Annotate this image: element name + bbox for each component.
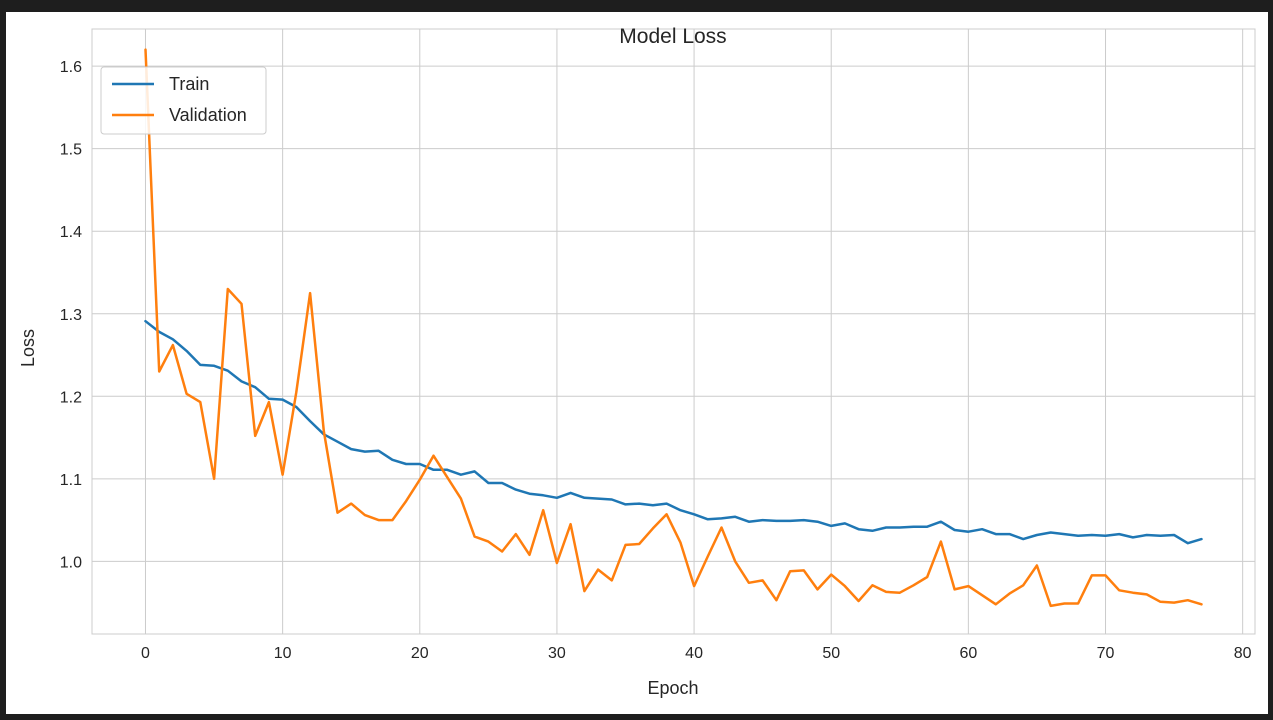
x-tick-label: 50 [822, 645, 840, 662]
legend: Train Validation [100, 66, 267, 135]
loss-chart: 0 10 20 30 40 50 60 70 80 1.0 1.1 1.2 1.3 1.4 1.5 1.6 M… [18, 25, 1256, 698]
plot-frame [91, 28, 1256, 635]
x-tick-label: 30 [548, 645, 566, 662]
y-tick-label: 1.1 [60, 472, 82, 489]
y-tick-label: 1.3 [60, 307, 82, 324]
x-tick-label: 60 [959, 645, 977, 662]
x-axis-label: Epoch [647, 678, 698, 698]
series-layer [144, 48, 1203, 608]
series-line-train [144, 319, 1203, 545]
figure-canvas: 0 10 20 30 40 50 60 70 80 1.0 1.1 1.2 1.3 1.4 1.5 1.6 M… [6, 12, 1268, 714]
x-tick-label: 70 [1097, 645, 1115, 662]
x-tick-label: 80 [1234, 645, 1252, 662]
chart-title: Model Loss [619, 25, 726, 48]
series-line-validation [144, 48, 1203, 608]
grid-lines [92, 29, 1255, 634]
legend-label-validation: Validation [169, 105, 247, 125]
x-tick-label: 0 [141, 645, 150, 662]
y-tick-label: 1.4 [60, 224, 82, 241]
x-tick-label: 20 [411, 645, 429, 662]
tick-labels: 0 10 20 30 40 50 60 70 80 1.0 1.1 1.2 1.3 1.4 1.5 1.6 [60, 59, 1252, 662]
x-tick-label: 40 [685, 645, 703, 662]
y-tick-label: 1.2 [60, 389, 82, 406]
y-tick-label: 1.5 [60, 142, 82, 159]
y-tick-label: 1.0 [60, 554, 82, 571]
y-tick-label: 1.6 [60, 59, 82, 76]
legend-label-train: Train [169, 74, 209, 94]
x-tick-label: 10 [274, 645, 292, 662]
y-axis-label: Loss [18, 329, 38, 367]
